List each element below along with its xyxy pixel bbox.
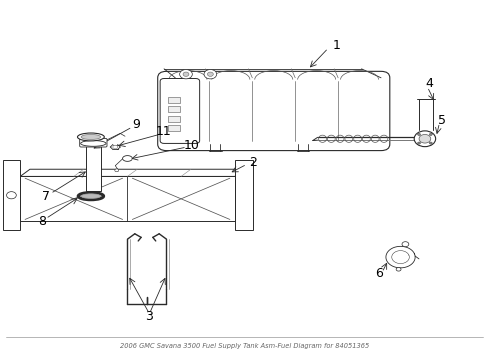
Bar [20,176,234,221]
Circle shape [6,192,16,199]
Circle shape [428,142,431,144]
Text: 9: 9 [132,118,140,131]
Ellipse shape [81,140,106,146]
Circle shape [203,69,216,79]
Text: 4: 4 [424,77,432,90]
Circle shape [413,131,435,147]
Text: 7: 7 [41,190,49,203]
Bar [167,97,180,103]
Bar [86,144,101,191]
Circle shape [417,142,420,144]
Bar [167,125,180,131]
Text: 1: 1 [331,39,340,52]
Bar [167,106,180,112]
Circle shape [113,145,118,149]
Circle shape [115,169,119,172]
Circle shape [395,267,400,271]
Polygon shape [3,160,20,230]
Polygon shape [234,160,253,230]
Ellipse shape [77,133,104,141]
FancyBboxPatch shape [80,138,107,147]
Text: 2: 2 [249,156,257,168]
Circle shape [417,133,420,135]
Polygon shape [20,169,244,176]
Circle shape [418,134,430,143]
Ellipse shape [81,134,101,139]
Ellipse shape [78,193,103,200]
FancyBboxPatch shape [160,78,199,143]
Bar [167,116,180,122]
FancyBboxPatch shape [158,71,389,150]
Circle shape [428,133,431,135]
Circle shape [183,72,188,76]
Text: 3: 3 [145,310,153,324]
Ellipse shape [81,194,101,198]
Text: 5: 5 [437,114,445,127]
Text: 6: 6 [374,267,382,280]
Circle shape [207,72,213,76]
Text: 11: 11 [156,125,172,139]
Circle shape [179,69,192,79]
Text: 10: 10 [183,139,200,152]
Circle shape [401,242,408,247]
Text: 2006 GMC Savana 3500 Fuel Supply Tank Asm-Fuel Diagram for 84051365: 2006 GMC Savana 3500 Fuel Supply Tank As… [120,343,368,349]
Text: 8: 8 [38,215,46,228]
